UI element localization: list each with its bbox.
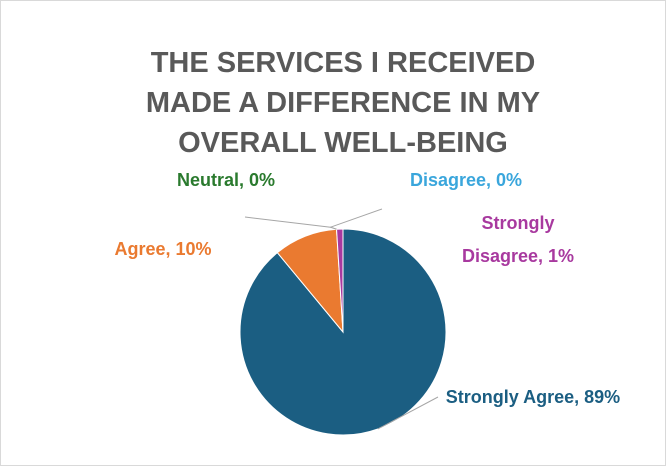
pie-slice: Strongly Disagree (336, 228, 344, 333)
data-label: Strongly Agree, 89% (446, 387, 620, 407)
data-label: Neutral, 0% (177, 170, 275, 190)
data-label: Strongly Disagree, 1% (462, 213, 574, 266)
leader-line (328, 208, 383, 230)
chart-title: THE SERVICES I RECEIVED MADE A DIFFERENCE… (146, 47, 540, 159)
data-label: Agree, 10% (114, 239, 211, 259)
data-label: Disagree, 0% (410, 170, 522, 190)
leader-line (377, 396, 439, 430)
